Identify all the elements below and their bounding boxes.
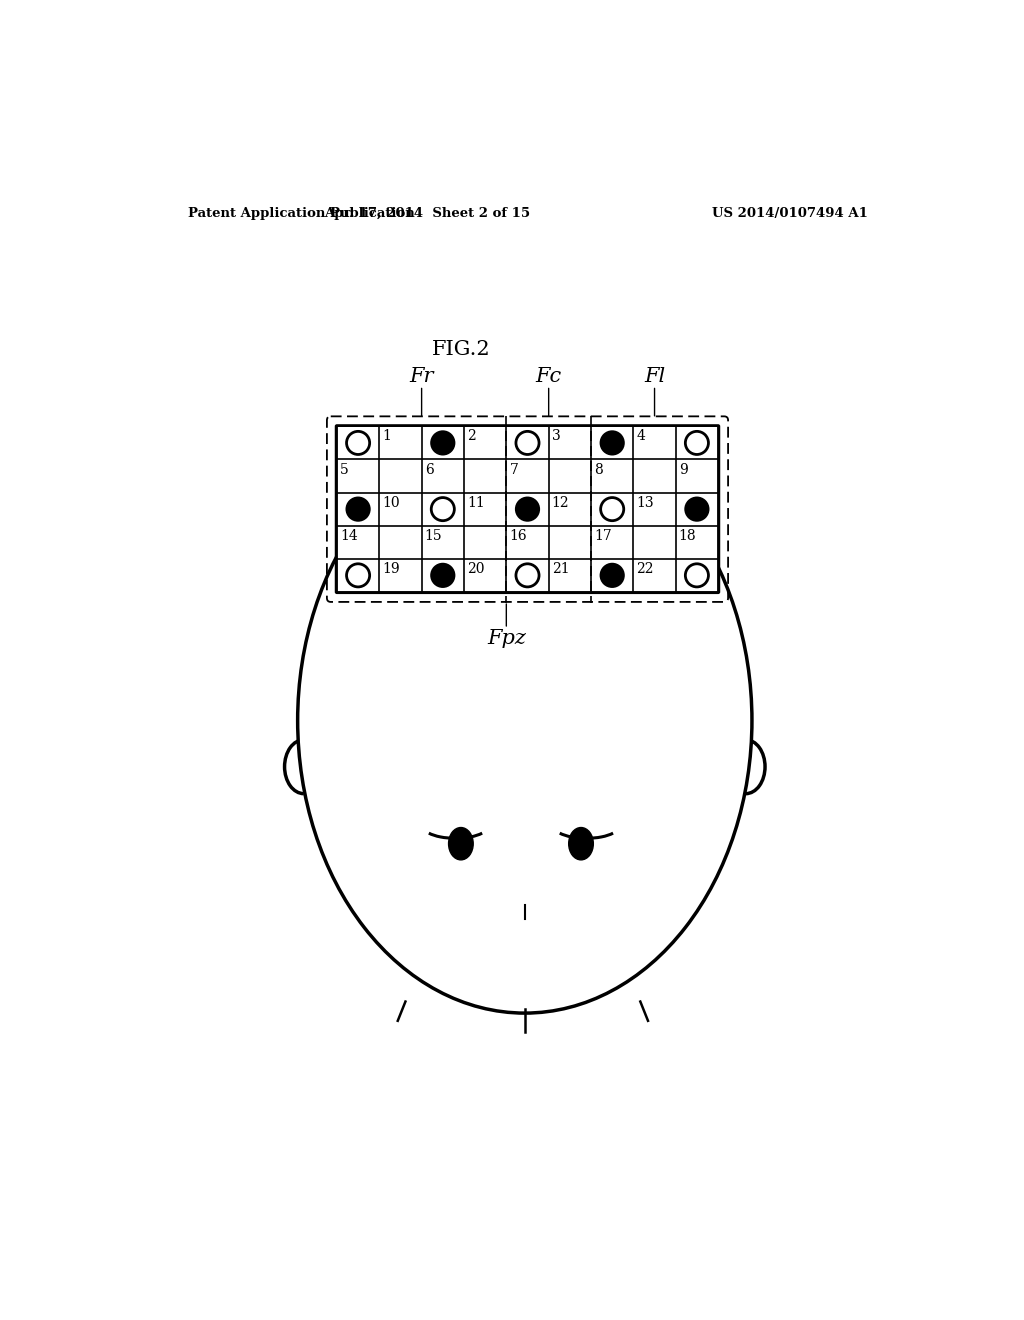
Text: 5: 5 bbox=[340, 462, 349, 477]
Text: 9: 9 bbox=[679, 462, 687, 477]
Text: 18: 18 bbox=[679, 529, 696, 543]
Text: 17: 17 bbox=[594, 529, 612, 543]
Text: 1: 1 bbox=[382, 429, 391, 444]
Text: 10: 10 bbox=[382, 496, 400, 510]
Circle shape bbox=[431, 432, 455, 454]
Text: 22: 22 bbox=[637, 562, 654, 576]
Text: Fr: Fr bbox=[410, 367, 434, 385]
Circle shape bbox=[516, 432, 539, 454]
Circle shape bbox=[601, 498, 624, 520]
Text: 6: 6 bbox=[425, 462, 433, 477]
Text: 11: 11 bbox=[467, 496, 484, 510]
Ellipse shape bbox=[298, 428, 752, 1014]
Text: 3: 3 bbox=[552, 429, 560, 444]
Circle shape bbox=[685, 564, 709, 587]
Text: 20: 20 bbox=[467, 562, 484, 576]
Text: Patent Application Publication: Patent Application Publication bbox=[188, 207, 415, 220]
Circle shape bbox=[431, 564, 455, 587]
Text: 19: 19 bbox=[382, 562, 400, 576]
Text: 2: 2 bbox=[467, 429, 476, 444]
Circle shape bbox=[601, 564, 624, 587]
Text: Fc: Fc bbox=[536, 367, 562, 385]
Circle shape bbox=[346, 564, 370, 587]
Circle shape bbox=[685, 432, 709, 454]
Text: Fl: Fl bbox=[644, 367, 666, 385]
Text: 21: 21 bbox=[552, 562, 569, 576]
Text: 13: 13 bbox=[637, 496, 654, 510]
Circle shape bbox=[346, 432, 370, 454]
Text: Apr. 17, 2014  Sheet 2 of 15: Apr. 17, 2014 Sheet 2 of 15 bbox=[324, 207, 530, 220]
Circle shape bbox=[516, 564, 539, 587]
Circle shape bbox=[516, 498, 539, 520]
Text: 7: 7 bbox=[509, 462, 518, 477]
FancyBboxPatch shape bbox=[336, 425, 719, 593]
Circle shape bbox=[601, 432, 624, 454]
Text: 8: 8 bbox=[594, 462, 603, 477]
Text: 15: 15 bbox=[425, 529, 442, 543]
Text: 12: 12 bbox=[552, 496, 569, 510]
Circle shape bbox=[346, 498, 370, 520]
Ellipse shape bbox=[449, 828, 473, 859]
Text: 14: 14 bbox=[340, 529, 357, 543]
Text: US 2014/0107494 A1: US 2014/0107494 A1 bbox=[712, 207, 867, 220]
Text: FIG.2: FIG.2 bbox=[432, 339, 490, 359]
Ellipse shape bbox=[568, 828, 593, 859]
Text: 4: 4 bbox=[637, 429, 645, 444]
Text: 16: 16 bbox=[509, 529, 527, 543]
Circle shape bbox=[431, 498, 455, 520]
Text: Fpz: Fpz bbox=[486, 628, 525, 648]
Circle shape bbox=[685, 498, 709, 520]
